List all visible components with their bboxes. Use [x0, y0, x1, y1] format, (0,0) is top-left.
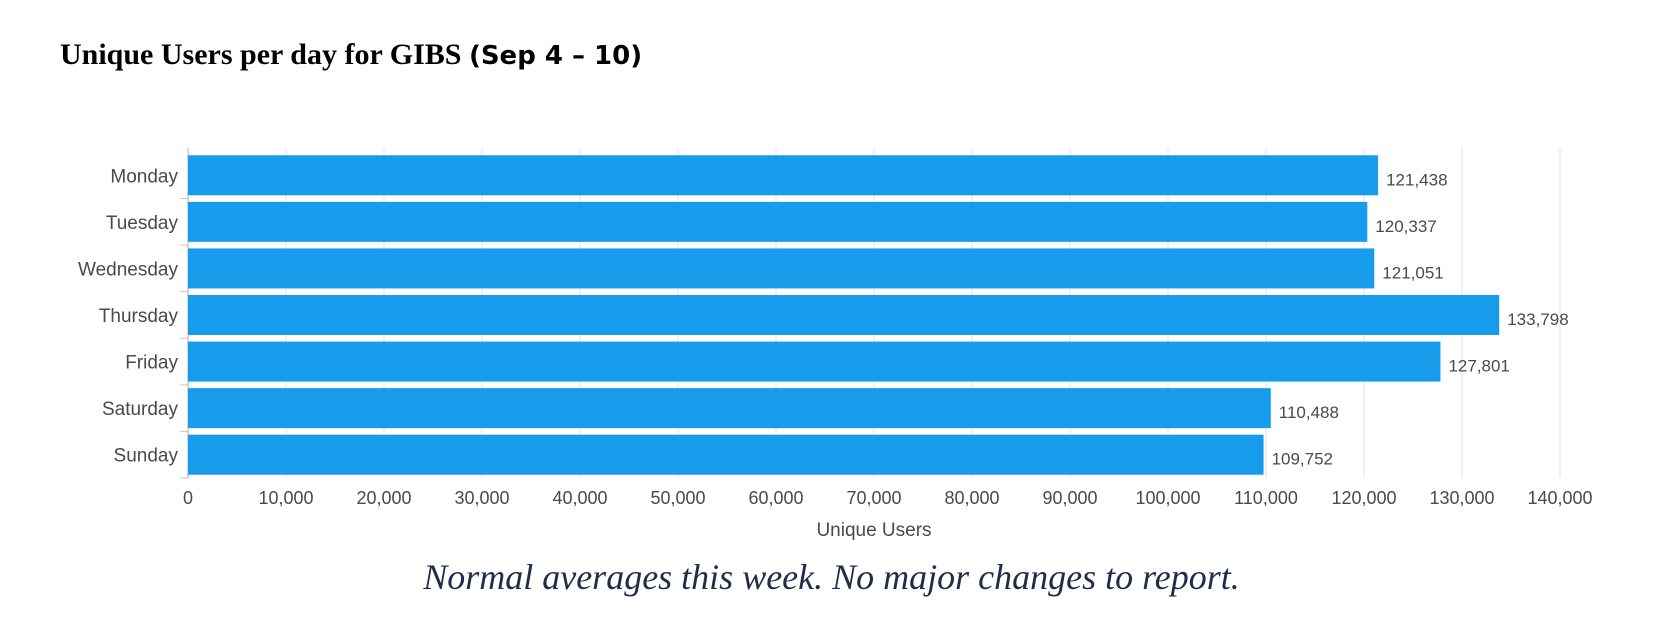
x-tick-label: 50,000: [650, 488, 705, 508]
x-tick-label: 110,000: [1234, 488, 1298, 508]
bar: [188, 248, 1375, 289]
bars: [188, 155, 1500, 475]
x-axis-title: Unique Users: [816, 520, 931, 541]
category-label: Monday: [110, 166, 178, 187]
x-tick-label: 10,000: [258, 488, 313, 508]
category-label: Friday: [125, 353, 178, 374]
category-label: Thursday: [99, 306, 179, 327]
x-tick-label: 0: [183, 488, 193, 508]
x-tick-label: 130,000: [1429, 488, 1494, 508]
x-tick-label: 120,000: [1331, 488, 1396, 508]
x-tick-label: 20,000: [356, 488, 411, 508]
bar: [188, 155, 1379, 196]
data-label: 120,337: [1375, 217, 1436, 236]
data-label: 121,051: [1382, 263, 1443, 282]
data-label: 133,798: [1507, 310, 1568, 329]
bar: [188, 201, 1368, 242]
x-tick-label: 100,000: [1135, 488, 1200, 508]
bar: [188, 295, 1500, 335]
x-tick-label: 70,000: [846, 488, 901, 508]
bar: [188, 388, 1271, 429]
x-tick-label: 90,000: [1042, 488, 1097, 508]
category-label: Saturday: [102, 399, 179, 420]
data-label: 127,801: [1448, 357, 1509, 376]
title-main: Unique Users per day for GIBS: [60, 38, 469, 71]
category-label: Tuesday: [106, 213, 179, 234]
data-label: 109,752: [1272, 450, 1333, 469]
data-label: 121,438: [1386, 170, 1447, 189]
x-tick-label: 30,000: [454, 488, 509, 508]
page-title: Unique Users per day for GIBS (Sep 4 – 1…: [60, 38, 642, 72]
labels: 0 10,000 20,000 30,000 40,000 50,000 60,000 70,…: [78, 166, 1593, 541]
x-tick-label: 140,000: [1527, 488, 1592, 508]
title-date-range: (Sep 4 – 10): [468, 41, 643, 71]
axes: [180, 148, 189, 479]
category-label: Sunday: [114, 446, 179, 467]
category-label: Wednesday: [78, 259, 178, 280]
x-tick-label: 60,000: [748, 488, 803, 508]
bar: [188, 434, 1264, 475]
x-tick-label: 80,000: [944, 488, 999, 508]
bar: [188, 341, 1441, 382]
data-label: 110,488: [1279, 403, 1339, 422]
summary-caption: Normal averages this week. No major chan…: [423, 557, 1240, 597]
x-tick-label: 40,000: [552, 488, 607, 508]
